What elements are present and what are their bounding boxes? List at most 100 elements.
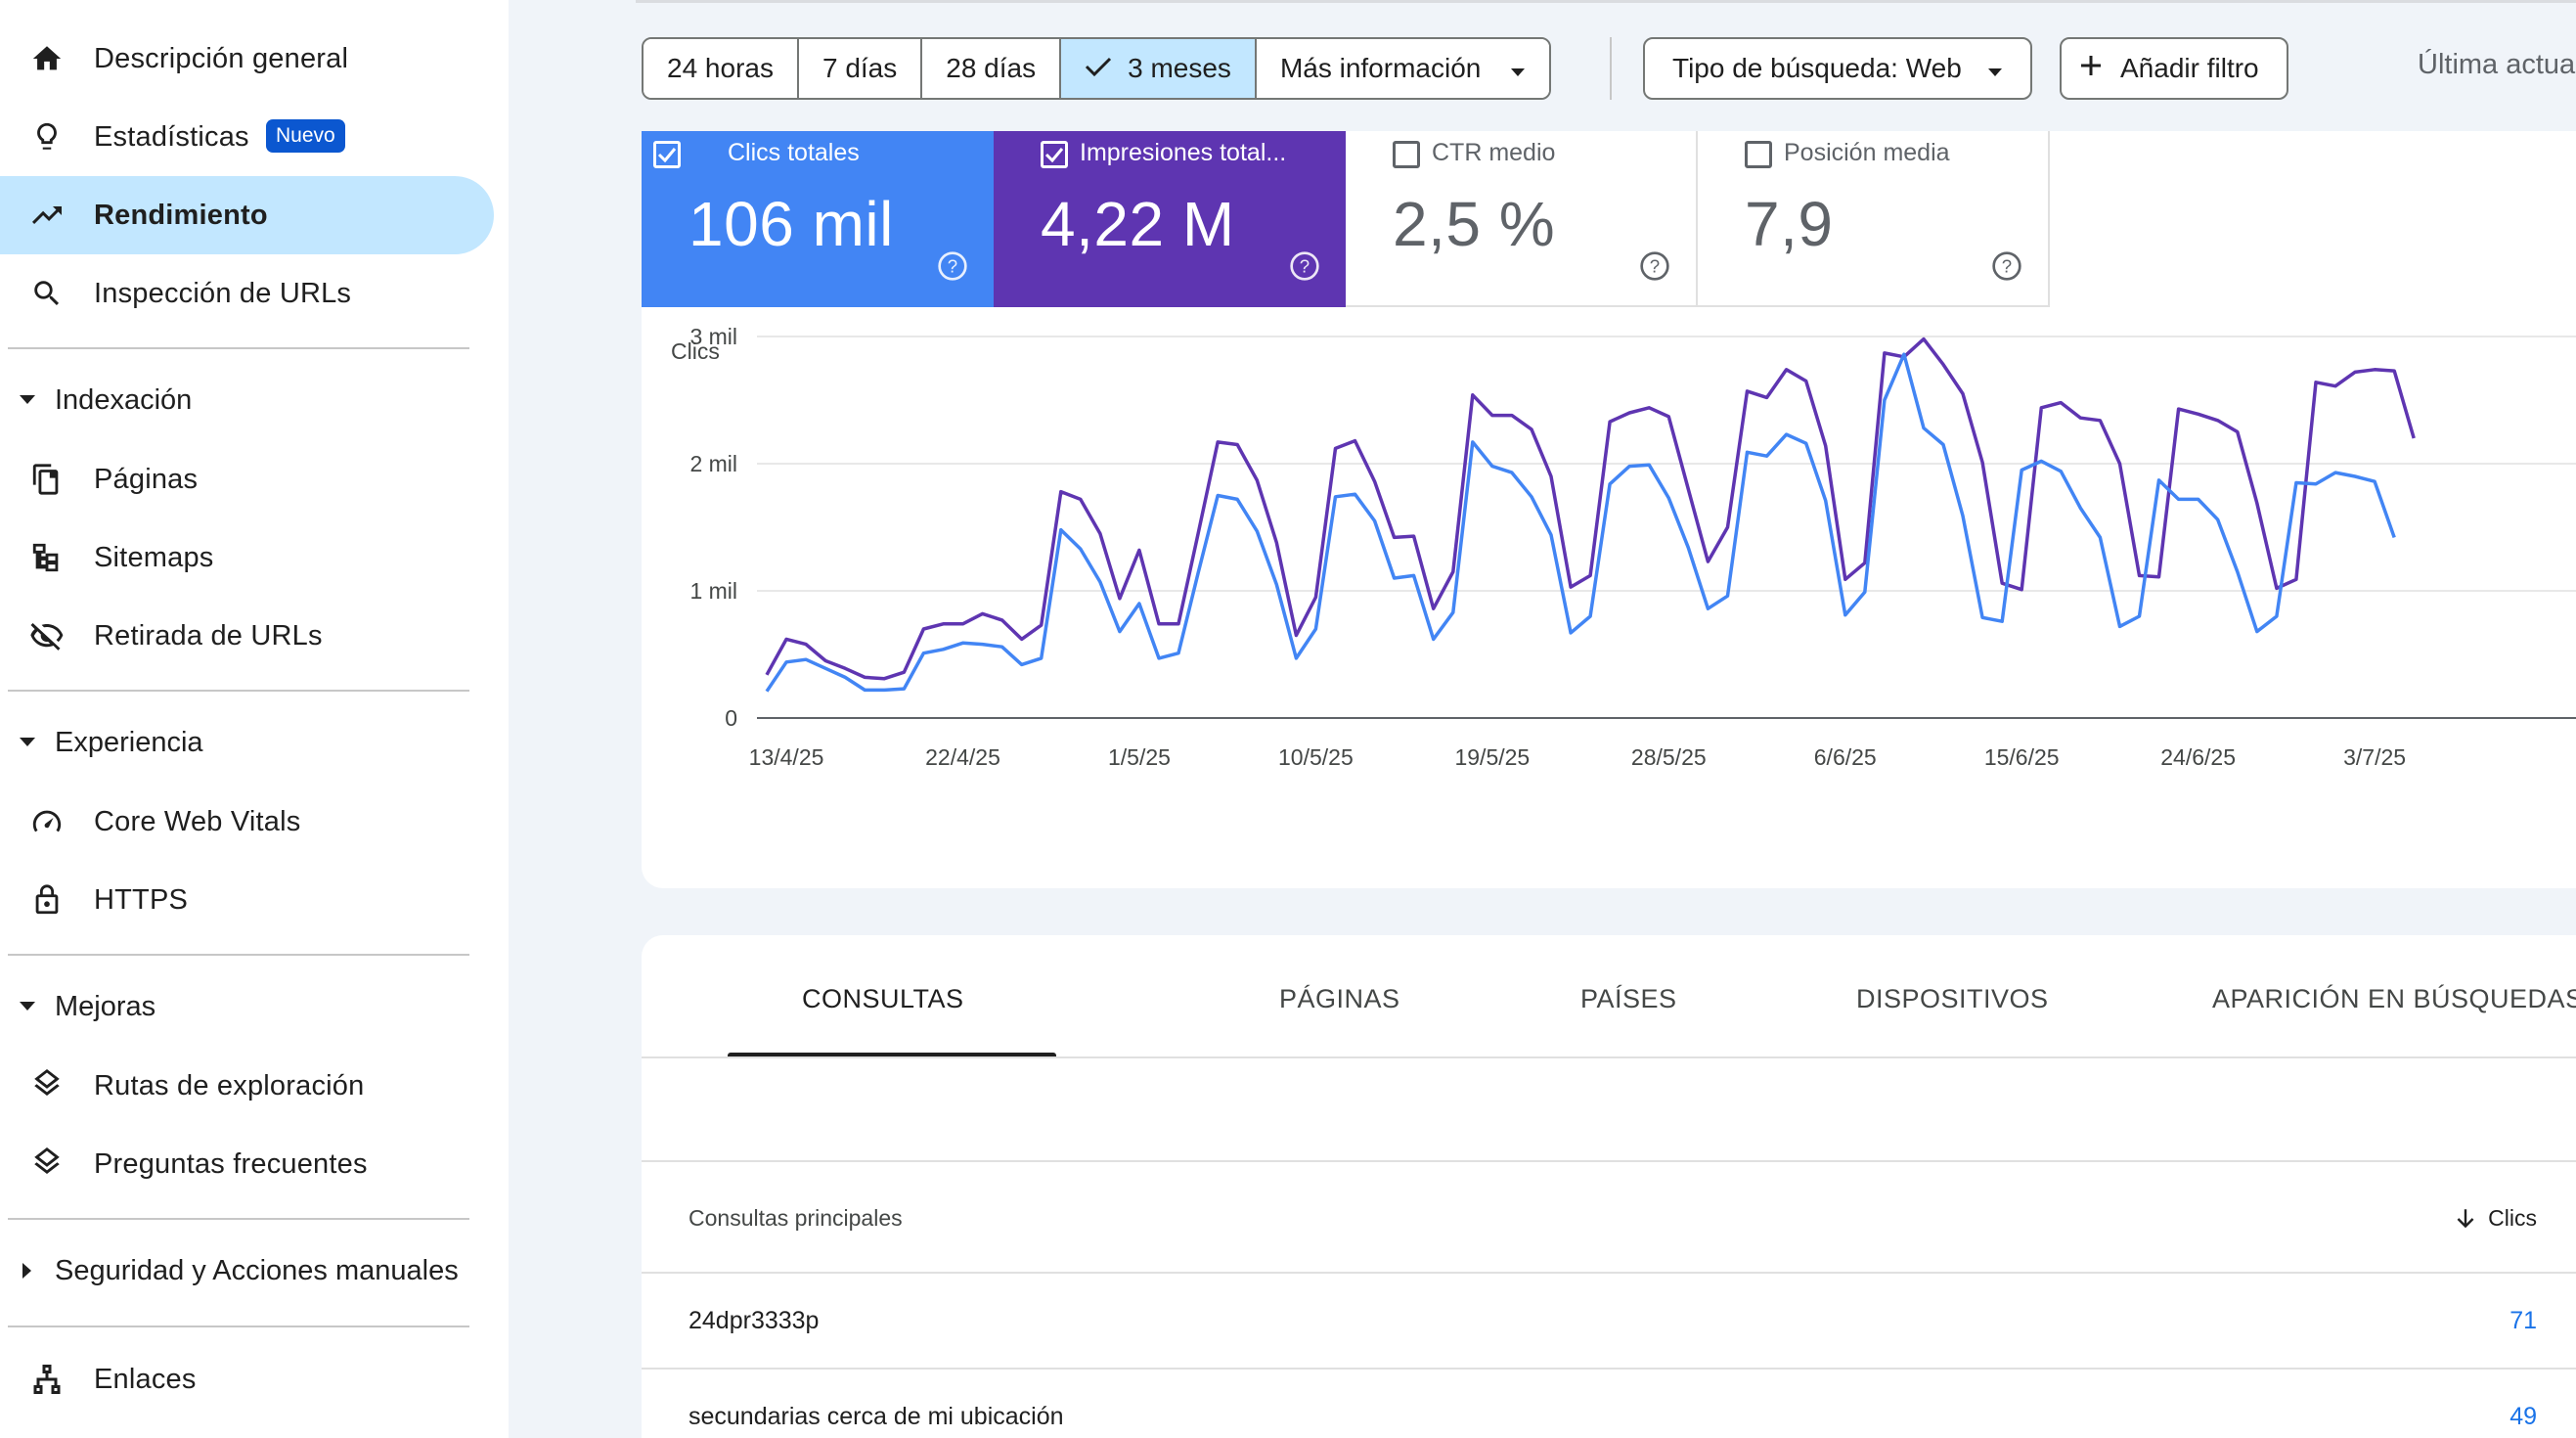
checkbox-checked-icon (1041, 141, 1068, 168)
x-tick-label: 10/5/25 (1278, 744, 1354, 770)
metric-clicks-card[interactable]: Clics totales 106 mil ? (642, 131, 994, 307)
metric-label: Clics totales (728, 139, 860, 166)
nav-item-preguntas-frecuentes[interactable]: Preguntas frecuentes (0, 1125, 494, 1203)
range-24h-button[interactable]: 24 horas (644, 39, 799, 98)
nav-item-estadisticas[interactable]: Estadísticas Nuevo (0, 98, 494, 176)
nav-item-retirada-urls[interactable]: Retirada de URLs (0, 597, 494, 675)
help-icon[interactable]: ? (1991, 250, 2022, 282)
metric-label: Posición media (1784, 139, 1950, 166)
lightbulb-icon (27, 117, 67, 157)
nav-label: Páginas (94, 463, 199, 495)
section-mejoras[interactable]: Mejoras (0, 972, 494, 1041)
caret-down-icon (18, 997, 37, 1016)
nav-label: Core Web Vitals (94, 805, 301, 837)
layers-icon (27, 1145, 67, 1184)
column-header-query[interactable]: Consultas principales (688, 1205, 903, 1231)
help-icon[interactable]: ? (1639, 250, 1670, 282)
sitemap-icon (27, 538, 67, 577)
svg-text:?: ? (1300, 256, 1310, 277)
performance-chart[interactable]: Clics 0 1 mil 2 mil 3 mil 13/4/25 22/4/25 1/5/2… (642, 327, 2576, 888)
nav-item-inspeccion-urls[interactable]: Inspección de URLs (0, 254, 494, 333)
x-tick-label: 28/5/25 (1631, 744, 1707, 770)
tab-consultas[interactable]: CONSULTAS (802, 984, 964, 1013)
nav-item-paginas[interactable]: Páginas (0, 440, 494, 518)
tab-paises[interactable]: PAÍSES (1580, 984, 1677, 1013)
row-divider (642, 1368, 2576, 1370)
clicks-header-label: Clics (2488, 1205, 2537, 1231)
nav-item-enlaces[interactable]: Enlaces (0, 1340, 494, 1418)
x-tick-label: 15/6/25 (1984, 744, 2060, 770)
x-tick-label: 13/4/25 (749, 744, 824, 770)
nav-label: Rendimiento (94, 199, 268, 231)
eye-off-icon (27, 616, 67, 655)
divider (8, 690, 469, 692)
y-axis-title: Clics (671, 338, 720, 364)
x-tick-label: 3/7/25 (2343, 744, 2406, 770)
search-type-label: Tipo de búsqueda: Web (1672, 53, 1962, 83)
section-indexacion[interactable]: Indexación (0, 366, 494, 434)
series-line-clicks (765, 352, 2396, 693)
toolbar-separator (1610, 37, 1612, 100)
section-title: Seguridad y Acciones manuales (55, 1254, 459, 1286)
column-header-clicks[interactable]: Clics (2453, 1205, 2537, 1232)
new-badge: Nuevo (266, 119, 345, 153)
checkbox-empty-icon (1745, 141, 1772, 168)
checkbox-checked-icon (653, 141, 681, 168)
nav-label: Inspección de URLs (94, 277, 352, 309)
search-type-dropdown[interactable]: Tipo de búsqueda: Web (1643, 37, 2032, 100)
svg-text:?: ? (1650, 256, 1660, 277)
caret-down-icon (18, 733, 37, 752)
tab-dispositivos[interactable]: DISPOSITIVOS (1856, 984, 2049, 1013)
tab-paginas[interactable]: PÁGINAS (1279, 984, 1400, 1013)
x-tick-label: 19/5/25 (1454, 744, 1530, 770)
x-tick-label: 6/6/25 (1814, 744, 1877, 770)
help-icon[interactable]: ? (1289, 250, 1320, 282)
divider (8, 954, 469, 956)
metric-value: 106 mil (688, 189, 894, 259)
dropdown-arrow-icon (1987, 53, 2003, 84)
active-tab-indicator (728, 1053, 1056, 1057)
main-content: 24 horas 7 días 28 días 3 meses Más info… (509, 0, 2576, 1438)
metric-label: Impresiones total... (1080, 139, 1287, 166)
nav-item-rendimiento[interactable]: Rendimiento (0, 176, 494, 254)
range-28d-button[interactable]: 28 días (922, 39, 1062, 98)
divider (8, 1326, 469, 1327)
add-filter-label: Añadir filtro (2120, 53, 2259, 83)
links-icon (27, 1360, 67, 1399)
metric-impressions-card[interactable]: Impresiones total... 4,22 M ? (994, 131, 1346, 307)
section-title: Indexación (55, 383, 193, 416)
speedometer-icon (27, 802, 67, 841)
more-info-dropdown[interactable]: Más información (1256, 39, 1550, 98)
svg-text:?: ? (2002, 256, 2012, 277)
help-icon[interactable]: ? (937, 250, 968, 282)
metric-ctr-card[interactable]: CTR medio 2,5 % ? (1346, 131, 1698, 307)
nav-item-core-web-vitals[interactable]: Core Web Vitals (0, 783, 494, 861)
nav-item-rutas-exploracion[interactable]: Rutas de exploración (0, 1047, 494, 1125)
metric-label: CTR medio (1432, 139, 1556, 166)
filter-divider (642, 1160, 2576, 1162)
tab-aparicion-busquedas[interactable]: APARICIÓN EN BÚSQUEDAS (2212, 984, 2576, 1013)
x-tick-label: 1/5/25 (1108, 744, 1171, 770)
table-row-clicks: 49 (2509, 1403, 2537, 1430)
nav-label: Rutas de exploración (94, 1069, 365, 1101)
queries-card: CONSULTAS PÁGINAS PAÍSES DISPOSITIVOS AP… (642, 935, 2576, 1438)
nav-label: Sitemaps (94, 541, 214, 573)
divider (8, 347, 469, 349)
x-tick-label: 22/4/25 (925, 744, 1000, 770)
nav-label: Descripción general (94, 42, 349, 74)
nav-item-descripcion-general[interactable]: Descripción general (0, 20, 494, 98)
nav-item-https[interactable]: HTTPS (0, 861, 494, 939)
section-experiencia[interactable]: Experiencia (0, 708, 494, 777)
caret-right-icon (18, 1261, 37, 1281)
table-row-query[interactable]: secundarias cerca de mi ubicación (688, 1403, 1064, 1430)
range-7d-button[interactable]: 7 días (798, 39, 923, 98)
range-3m-button[interactable]: 3 meses (1061, 39, 1257, 98)
table-row-query[interactable]: 24dpr3333p (688, 1307, 820, 1334)
section-seguridad[interactable]: Seguridad y Acciones manuales (0, 1236, 494, 1305)
date-toolbar: 24 horas 7 días 28 días 3 meses Más info… (509, 0, 2576, 131)
add-filter-button[interactable]: Añadir filtro (2060, 37, 2288, 100)
dropdown-arrow-icon (1510, 53, 1526, 84)
metric-position-card[interactable]: Posición media 7,9 ? (1698, 131, 2050, 307)
sidebar: Descripción general Estadísticas Nuevo R… (0, 0, 509, 1438)
nav-item-sitemaps[interactable]: Sitemaps (0, 518, 494, 597)
